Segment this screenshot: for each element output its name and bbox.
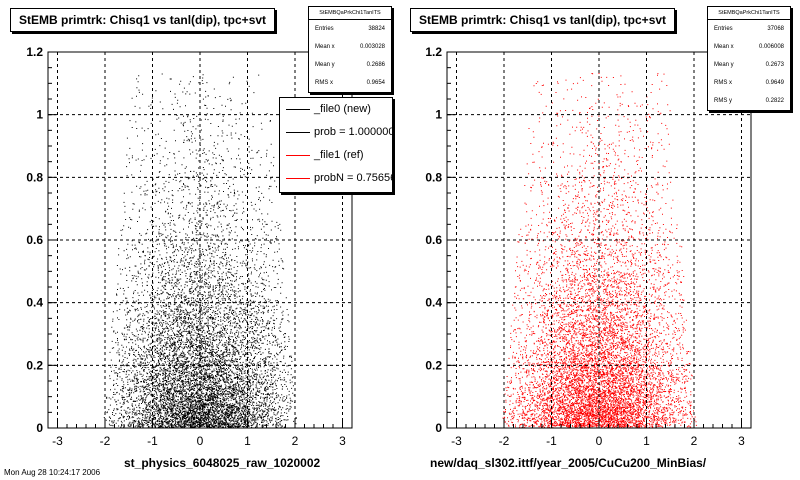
right-y-tick-label: 0.6 bbox=[425, 233, 442, 247]
legend-label: _file0 (new) bbox=[314, 103, 371, 115]
right-x-axis-title: new/daq_sl302.ittf/year_2005/CuCu200_Min… bbox=[430, 456, 707, 470]
left-x-tick-label: -3 bbox=[52, 434, 63, 448]
left-y-tick-label: 0.6 bbox=[26, 233, 43, 247]
legend-label: _file1 (ref) bbox=[314, 149, 364, 161]
right-y-tick-label: 0.2 bbox=[425, 358, 442, 372]
right-x-tick-label: 1 bbox=[643, 434, 650, 448]
left-x-tick-label: 1 bbox=[244, 434, 251, 448]
left-stats-value: 0.003028 bbox=[359, 44, 385, 50]
right-y-tick-label: 1 bbox=[435, 108, 442, 122]
left-stats-label: Mean x bbox=[315, 44, 335, 50]
right-y-tick-label: 0.4 bbox=[425, 296, 442, 310]
left-stats-name: StEMBQaPrkChi1TanITS bbox=[309, 7, 391, 20]
legend-swatch bbox=[286, 178, 310, 179]
right-x-tick-label: 3 bbox=[738, 434, 745, 448]
left-x-tick-label: 3 bbox=[339, 434, 346, 448]
right-stats-row: Mean x 0.006008 bbox=[708, 38, 790, 56]
left-x-axis-title: st_physics_6048025_raw_1020002 bbox=[124, 456, 321, 470]
left-x-tick-label: 2 bbox=[292, 434, 299, 448]
right-x-tick-label: -1 bbox=[546, 434, 557, 448]
right-stats-row: Entries 37068 bbox=[708, 20, 790, 38]
legend-label: probN = 0.756565 bbox=[314, 172, 392, 184]
right-stats-value: 0.9649 bbox=[765, 80, 784, 86]
legend-entry: prob = 1.000000 bbox=[280, 121, 392, 144]
legend-swatch bbox=[286, 155, 310, 156]
left-stats-row: RMS x 0.9654 bbox=[309, 74, 391, 92]
right-x-tick-label: 0 bbox=[596, 434, 603, 448]
right-y-tick-label: 0.8 bbox=[425, 170, 442, 184]
left-stats-box: StEMBQaPrkChi1TanITS Entries 38824 Mean … bbox=[308, 6, 392, 93]
right-stats-value: 0.2673 bbox=[765, 62, 784, 68]
left-stats-label: Entries bbox=[315, 26, 334, 32]
right-stats-label: Mean y bbox=[714, 62, 734, 68]
right-stats-value: 0.006008 bbox=[758, 44, 784, 50]
right-stats-value: 0.2822 bbox=[765, 98, 784, 104]
left-stats-label: Mean y bbox=[315, 62, 335, 68]
left-plot-title: StEMB primtrk: Chisq1 vs tanl(dip), tpc+… bbox=[10, 8, 276, 32]
right-scatter-points bbox=[502, 73, 697, 428]
left-stats-row: Mean y 0.2686 bbox=[309, 56, 391, 74]
right-scatter-path bbox=[502, 73, 697, 428]
right-stats-name: StEMBQaPrkChi1TanITS bbox=[708, 7, 790, 20]
left-stats-row: Mean x 0.003028 bbox=[309, 38, 391, 56]
right-x-tick-label: 2 bbox=[691, 434, 698, 448]
left-stats-row: Entries 38824 bbox=[309, 20, 391, 38]
right-stats-label: Mean x bbox=[714, 44, 734, 50]
legend-entry: _file1 (ref) bbox=[280, 144, 392, 167]
left-stats-value: 38824 bbox=[368, 26, 385, 32]
right-stats-label: RMS y bbox=[714, 98, 732, 104]
right-y-tick-label: 1.2 bbox=[425, 45, 442, 59]
right-y-tick-label: 0 bbox=[435, 421, 442, 435]
right-x-tick-label: -3 bbox=[451, 434, 462, 448]
left-x-tick-label: -2 bbox=[100, 434, 111, 448]
legend-entry: probN = 0.756565 bbox=[280, 167, 392, 190]
right-plot-title: StEMB primtrk: Chisq1 vs tanl(dip), tpc+… bbox=[410, 8, 676, 32]
left-y-tick-label: 0.8 bbox=[26, 170, 43, 184]
left-y-tick-label: 1.2 bbox=[26, 45, 43, 59]
legend-swatch bbox=[286, 132, 310, 133]
left-x-tick-label: 0 bbox=[197, 434, 204, 448]
timestamp-footer: Mon Aug 28 10:24:17 2006 bbox=[4, 468, 101, 477]
left-y-tick-label: 0 bbox=[36, 421, 43, 435]
legend: _file0 (new) prob = 1.000000 _file1 (ref… bbox=[279, 97, 393, 193]
right-stats-row: Mean y 0.2673 bbox=[708, 56, 790, 74]
left-stats-label: RMS x bbox=[315, 80, 333, 86]
right-stats-row: RMS y 0.2822 bbox=[708, 92, 790, 110]
left-x-tick-label: -1 bbox=[147, 434, 158, 448]
left-y-tick-label: 1 bbox=[36, 108, 43, 122]
right-stats-row: RMS x 0.9649 bbox=[708, 74, 790, 92]
right-stats-label: Entries bbox=[714, 26, 733, 32]
legend-swatch bbox=[286, 109, 310, 110]
right-stats-box: StEMBQaPrkChi1TanITS Entries 37068 Mean … bbox=[707, 6, 791, 111]
legend-label: prob = 1.000000 bbox=[314, 126, 393, 138]
left-y-tick-label: 0.4 bbox=[26, 296, 43, 310]
left-y-tick-label: 0.2 bbox=[26, 358, 43, 372]
right-stats-label: RMS x bbox=[714, 80, 732, 86]
right-plot-frame: -3 -2 -1 0 1 2 3 0 0.2 0.4 0.6 0.8 1 1.2 bbox=[425, 45, 752, 448]
right-x-tick-label: -2 bbox=[499, 434, 510, 448]
legend-entry: _file0 (new) bbox=[280, 98, 392, 121]
left-stats-value: 0.2686 bbox=[366, 62, 385, 68]
right-stats-value: 37068 bbox=[767, 26, 784, 32]
left-stats-value: 0.9654 bbox=[366, 80, 385, 86]
